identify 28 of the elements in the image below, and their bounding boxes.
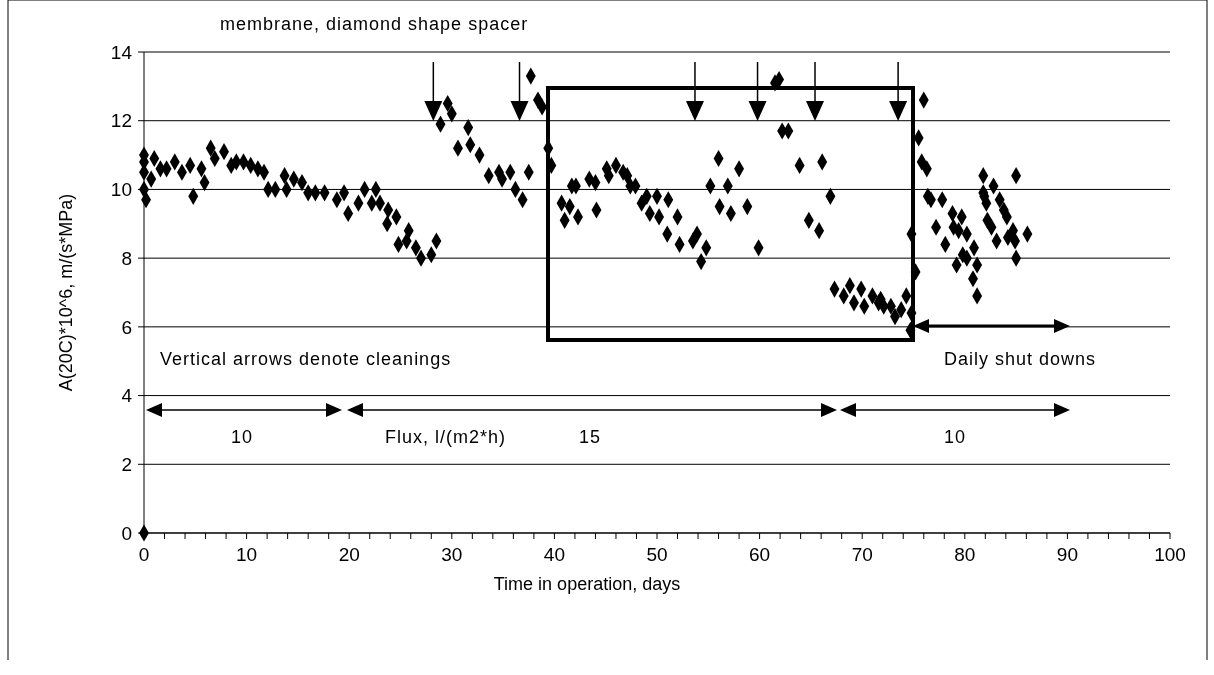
y-tick-label: 4 [121,385,133,407]
annotation: Daily shut downs [943,349,1097,369]
x-tick-label: 0 [138,544,150,565]
x-tick-label: 80 [954,544,976,565]
x-tick-label: 60 [749,544,771,565]
x-tick-label: 100 [1154,544,1186,565]
x-tick-label: 30 [441,544,463,565]
annotation: Flux, l/(m2*h) [385,427,507,447]
x-tick-label: 40 [543,544,565,565]
y-tick-label: 10 [110,179,132,201]
x-tick-label: 70 [851,544,873,565]
x-tick-label: 50 [646,544,668,565]
annotation: Vertical arrows denote cleanings [160,349,452,369]
x-axis-title: Time in operation, days [493,574,681,594]
y-tick-label: 6 [121,316,132,338]
y-axis-title: A(20C)*10^6, m/(s*MPa) [56,193,76,392]
chart-title: membrane, diamond shape spacer [220,14,529,34]
x-tick-label: 10 [236,544,258,565]
y-tick-label: 14 [110,41,133,63]
annotation: 10 [230,427,254,447]
annotation: 15 [578,427,602,447]
x-tick-label: 20 [338,544,360,565]
x-tick-label: 90 [1056,544,1078,565]
annotation: 10 [943,427,967,447]
y-tick-label: 8 [121,247,132,269]
y-tick-label: 12 [110,110,132,132]
y-tick-label: 0 [121,522,132,544]
y-tick-label: 2 [121,453,132,475]
